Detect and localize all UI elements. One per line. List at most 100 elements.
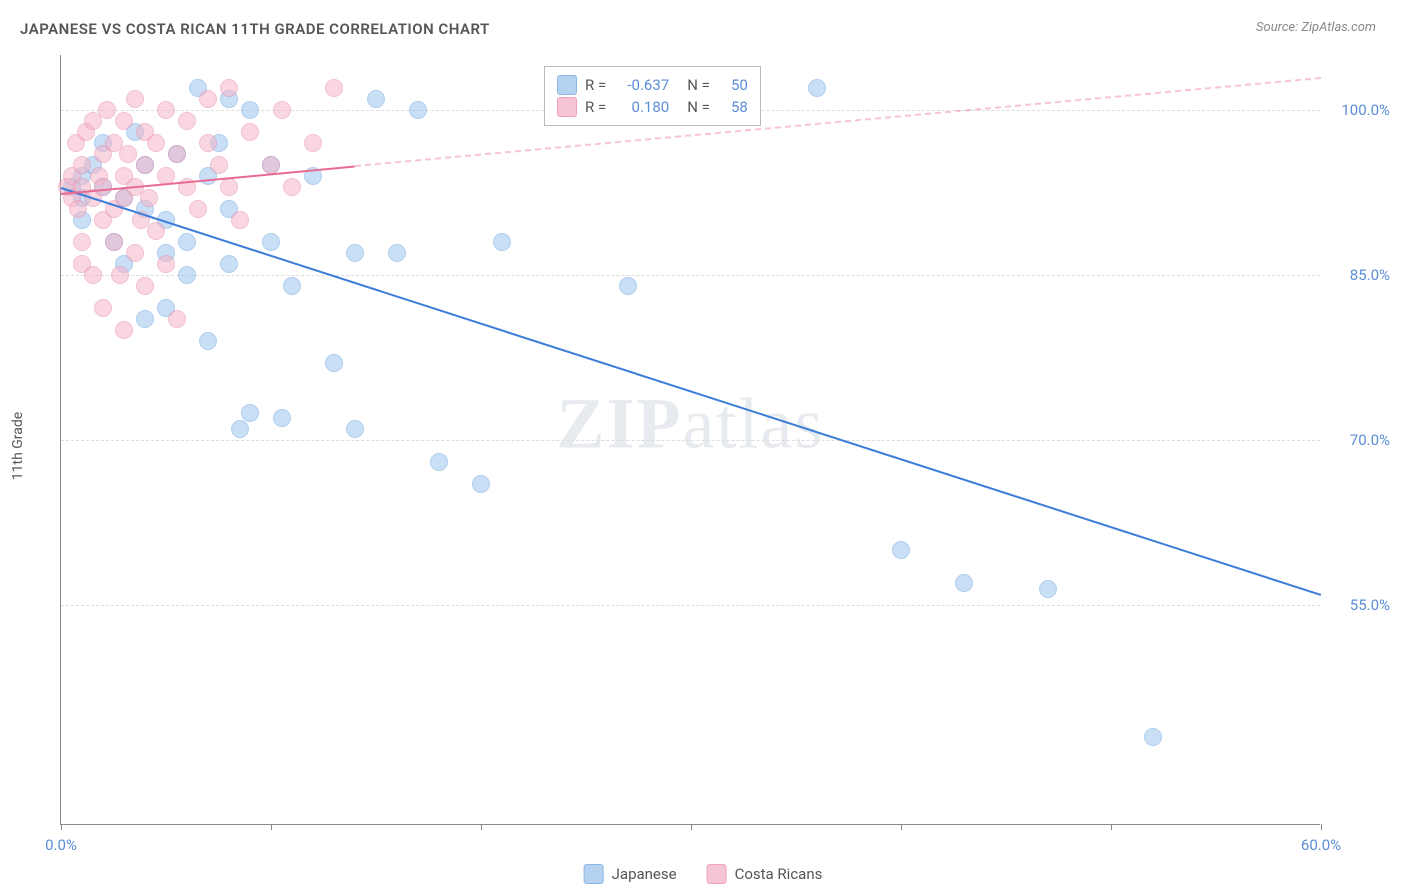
legend-label: Japanese xyxy=(612,865,677,883)
data-point xyxy=(273,101,291,119)
data-point xyxy=(98,101,116,119)
data-point xyxy=(325,79,343,97)
plot-area: ZIPatlas 55.0%70.0%85.0%100.0%0.0%60.0%R… xyxy=(60,55,1320,825)
legend-r-label: R = xyxy=(585,76,606,94)
legend-item: Costa Ricans xyxy=(707,864,823,884)
data-point xyxy=(262,233,280,251)
data-point xyxy=(157,255,175,273)
legend-r-label: R = xyxy=(585,98,606,116)
legend-swatch xyxy=(707,864,727,884)
data-point xyxy=(892,541,910,559)
y-tick-label: 55.0% xyxy=(1330,596,1390,614)
data-point xyxy=(808,79,826,97)
watermark: ZIPatlas xyxy=(557,383,825,466)
data-point xyxy=(220,178,238,196)
data-point xyxy=(94,299,112,317)
gridline xyxy=(61,440,1320,441)
data-point xyxy=(262,156,280,174)
data-point xyxy=(409,101,427,119)
x-tick-label: 0.0% xyxy=(45,836,77,854)
chart-title: JAPANESE VS COSTA RICAN 11TH GRADE CORRE… xyxy=(20,20,490,38)
data-point xyxy=(178,266,196,284)
data-point xyxy=(199,90,217,108)
data-point xyxy=(220,79,238,97)
x-tick xyxy=(481,824,482,830)
legend-label: Costa Ricans xyxy=(735,865,823,883)
legend-n-value: 50 xyxy=(718,76,748,94)
data-point xyxy=(147,134,165,152)
data-point xyxy=(136,277,154,295)
data-point xyxy=(346,244,364,262)
y-axis-label: 11th Grade xyxy=(10,412,26,480)
data-point xyxy=(178,112,196,130)
data-point xyxy=(126,90,144,108)
x-tick xyxy=(271,824,272,830)
gridline xyxy=(61,275,1320,276)
data-point xyxy=(493,233,511,251)
data-point xyxy=(168,310,186,328)
data-point xyxy=(115,321,133,339)
legend-row: R = -0.637 N = 50 xyxy=(557,75,748,95)
data-point xyxy=(73,156,91,174)
legend-n-value: 58 xyxy=(718,98,748,116)
data-point xyxy=(189,200,207,218)
trend-line xyxy=(61,187,1322,596)
data-point xyxy=(388,244,406,262)
data-point xyxy=(283,277,301,295)
data-point xyxy=(140,189,158,207)
data-point xyxy=(136,310,154,328)
legend-swatch xyxy=(557,75,577,95)
data-point xyxy=(619,277,637,295)
data-point xyxy=(346,420,364,438)
legend-item: Japanese xyxy=(584,864,677,884)
data-point xyxy=(955,574,973,592)
x-tick xyxy=(1111,824,1112,830)
y-tick-label: 100.0% xyxy=(1330,101,1390,119)
data-point xyxy=(430,453,448,471)
data-point xyxy=(199,134,217,152)
data-point xyxy=(273,409,291,427)
data-point xyxy=(304,134,322,152)
data-point xyxy=(105,233,123,251)
legend-row: R = 0.180 N = 58 xyxy=(557,97,748,117)
bottom-legend: Japanese Costa Ricans xyxy=(584,864,823,884)
data-point xyxy=(241,123,259,141)
data-point xyxy=(231,211,249,229)
data-point xyxy=(168,145,186,163)
data-point xyxy=(94,178,112,196)
data-point xyxy=(73,233,91,251)
legend-swatch xyxy=(584,864,604,884)
data-point xyxy=(115,112,133,130)
correlation-legend: R = -0.637 N = 50 R = 0.180 N = 58 xyxy=(544,66,761,126)
data-point xyxy=(111,266,129,284)
x-tick xyxy=(1321,824,1322,830)
y-tick-label: 85.0% xyxy=(1330,266,1390,284)
data-point xyxy=(1144,728,1162,746)
y-tick-label: 70.0% xyxy=(1330,431,1390,449)
data-point xyxy=(210,156,228,174)
data-point xyxy=(367,90,385,108)
data-point xyxy=(126,244,144,262)
data-point xyxy=(147,222,165,240)
data-point xyxy=(119,145,137,163)
x-tick xyxy=(901,824,902,830)
data-point xyxy=(1039,580,1057,598)
data-point xyxy=(241,101,259,119)
legend-n-label: N = xyxy=(687,98,710,116)
legend-r-value: 0.180 xyxy=(614,98,669,116)
gridline xyxy=(61,605,1320,606)
legend-swatch xyxy=(557,97,577,117)
data-point xyxy=(283,178,301,196)
x-tick xyxy=(691,824,692,830)
data-point xyxy=(84,266,102,284)
x-tick-label: 60.0% xyxy=(1301,836,1341,854)
legend-r-value: -0.637 xyxy=(614,76,669,94)
data-point xyxy=(220,255,238,273)
data-point xyxy=(231,420,249,438)
data-point xyxy=(157,101,175,119)
data-point xyxy=(199,332,217,350)
data-point xyxy=(241,404,259,422)
legend-n-label: N = xyxy=(687,76,710,94)
data-point xyxy=(178,233,196,251)
x-tick xyxy=(61,824,62,830)
